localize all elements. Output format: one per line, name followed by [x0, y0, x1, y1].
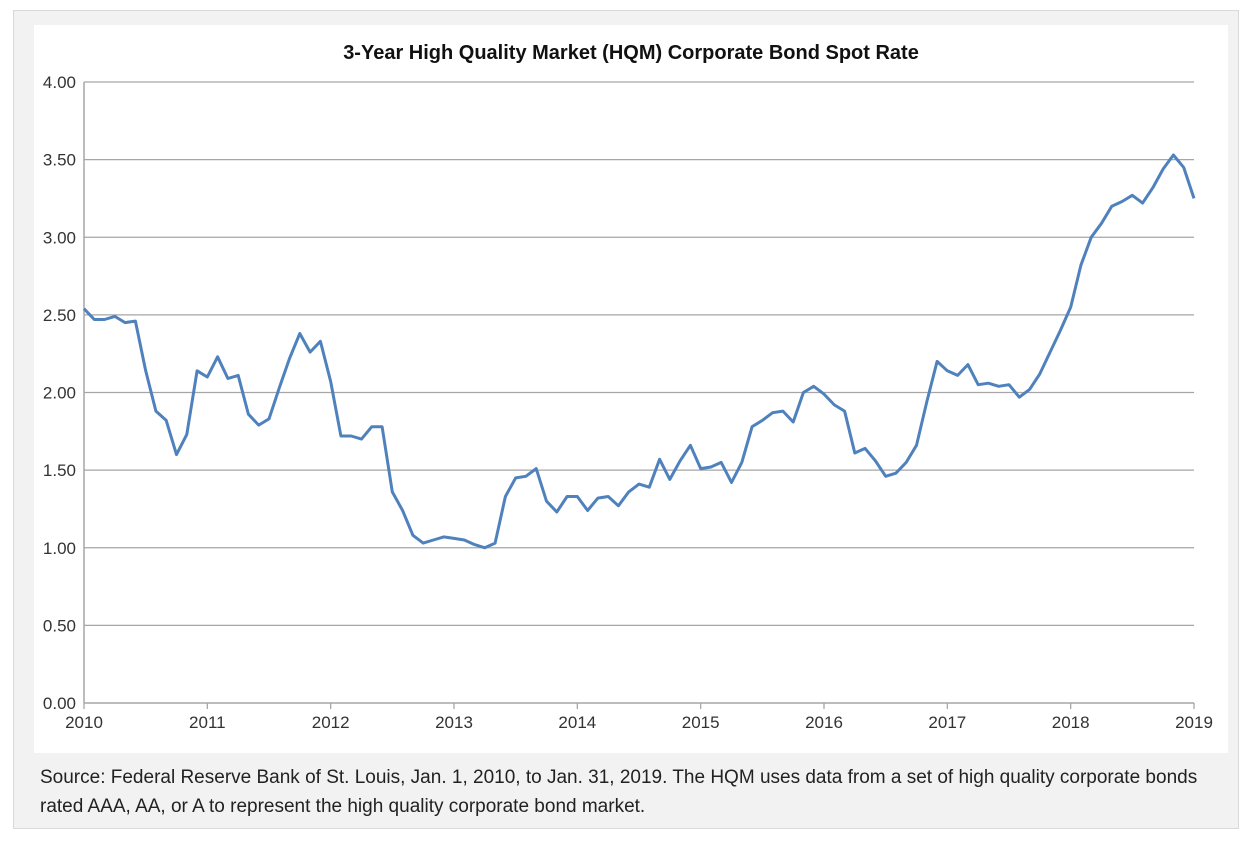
x-tick-label: 2018 — [1052, 713, 1090, 732]
y-tick-label: 0.50 — [43, 616, 76, 635]
x-tick-label: 2017 — [928, 713, 966, 732]
y-tick-label: 3.00 — [43, 228, 76, 247]
y-tick-label: 2.00 — [43, 384, 76, 403]
source-caption: Source: Federal Reserve Bank of St. Loui… — [40, 767, 1198, 817]
x-tick-label: 2016 — [805, 713, 843, 732]
figure-frame: 3-Year High Quality Market (HQM) Corpora… — [13, 10, 1239, 829]
series-line — [82, 153, 1196, 550]
chart-area: 3-Year High Quality Market (HQM) Corpora… — [34, 25, 1228, 753]
x-tick-label: 2010 — [65, 713, 103, 732]
x-tick-label: 2014 — [558, 713, 596, 732]
y-tick-label: 1.50 — [43, 461, 76, 480]
x-tick-label: 2015 — [682, 713, 720, 732]
x-tick-label: 2012 — [312, 713, 350, 732]
x-tick-label: 2011 — [189, 713, 226, 732]
y-tick-label: 2.50 — [43, 306, 76, 325]
y-tick-label: 1.00 — [43, 539, 76, 558]
y-tick-label: 4.00 — [43, 73, 76, 92]
line-chart: 3-Year High Quality Market (HQM) Corpora… — [43, 42, 1213, 732]
x-tick-label: 2019 — [1175, 713, 1213, 732]
y-tick-label: 0.00 — [43, 694, 76, 713]
x-tick-label: 2013 — [435, 713, 473, 732]
chart-title: 3-Year High Quality Market (HQM) Corpora… — [343, 42, 919, 64]
y-tick-label: 3.50 — [43, 151, 76, 170]
